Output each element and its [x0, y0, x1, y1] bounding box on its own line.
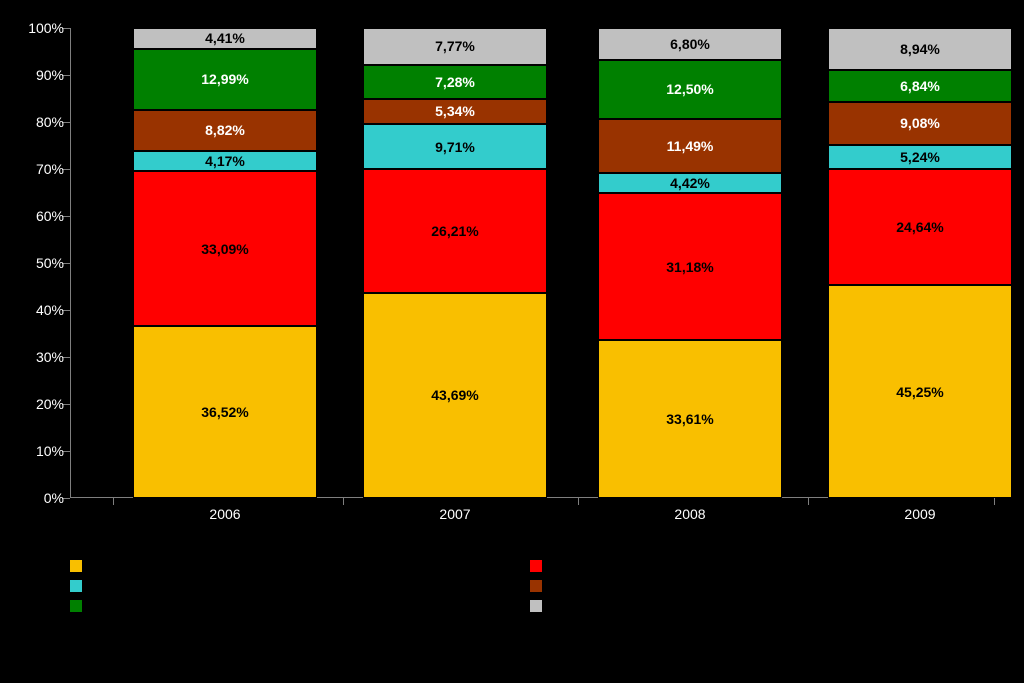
bar-segment-s4: 8,82%	[133, 110, 317, 151]
legend-item-s3	[70, 580, 490, 592]
legend	[70, 560, 994, 620]
y-tick-label: 10%	[36, 443, 64, 459]
bar-segment-s4: 5,34%	[363, 99, 547, 124]
bar-segment-label: 45,25%	[896, 384, 943, 400]
bar-segment-label: 4,42%	[670, 175, 710, 191]
bar-segment-label: 8,94%	[900, 41, 940, 57]
legend-swatch	[530, 600, 542, 612]
bar-segment-label: 31,18%	[666, 259, 713, 275]
bar-group: 4,41% 12,99% 8,82% 4,17% 33,09% 36,52%	[133, 28, 317, 498]
bar-group: 6,80% 12,50% 11,49% 4,42% 31,18% 33,61%	[598, 28, 782, 498]
x-category-label: 2009	[904, 506, 935, 522]
bar-segment-s1: 33,61%	[598, 340, 782, 498]
bar-segment-label: 7,77%	[435, 38, 475, 54]
x-tick	[343, 497, 344, 505]
x-tick	[578, 497, 579, 505]
bar-segment-s6: 4,41%	[133, 28, 317, 49]
bar-segment-s2: 33,09%	[133, 171, 317, 327]
legend-swatch	[530, 580, 542, 592]
bar-segment-s2: 24,64%	[828, 169, 1012, 285]
x-tick	[994, 497, 995, 505]
bar-segment-s4: 9,08%	[828, 102, 1012, 145]
y-tick-label: 100%	[28, 20, 64, 36]
bar-segment-label: 8,82%	[205, 122, 245, 138]
y-tick-label: 30%	[36, 349, 64, 365]
bar-segment-label: 4,41%	[205, 30, 245, 46]
legend-swatch	[530, 560, 542, 572]
bar-segment-label: 7,28%	[435, 74, 475, 90]
bar-segment-s5: 12,99%	[133, 49, 317, 110]
legend-item-s1	[70, 560, 490, 572]
bar-segment-s5: 7,28%	[363, 65, 547, 99]
bar-segment-s3: 5,24%	[828, 145, 1012, 170]
bar-segment-label: 36,52%	[201, 404, 248, 420]
legend-swatch	[70, 600, 82, 612]
bar-segment-s4: 11,49%	[598, 119, 782, 173]
bar-segment-s6: 7,77%	[363, 28, 547, 65]
bar-segment-s1: 43,69%	[363, 293, 547, 498]
bar-segment-label: 5,34%	[435, 103, 475, 119]
bar-group: 8,94% 6,84% 9,08% 5,24% 24,64% 45,25%	[828, 28, 1012, 498]
x-category-label: 2007	[439, 506, 470, 522]
bar-segment-s2: 26,21%	[363, 169, 547, 292]
bar-segment-label: 12,50%	[666, 81, 713, 97]
legend-item-s2	[530, 560, 950, 572]
x-tick	[808, 497, 809, 505]
x-category-label: 2008	[674, 506, 705, 522]
bar-segment-label: 6,80%	[670, 36, 710, 52]
bar-segment-s6: 6,80%	[598, 28, 782, 60]
bar-segment-label: 6,84%	[900, 78, 940, 94]
bar-segment-label: 11,49%	[667, 138, 714, 154]
bar-segment-label: 9,08%	[900, 115, 940, 131]
bar-segment-label: 26,21%	[431, 223, 478, 239]
x-tick	[113, 497, 114, 505]
bar-segment-label: 24,64%	[896, 219, 943, 235]
y-tick-label: 60%	[36, 208, 64, 224]
legend-item-s4	[530, 580, 950, 592]
legend-row	[70, 560, 994, 580]
y-tick-label: 70%	[36, 161, 64, 177]
bar-segment-label: 9,71%	[435, 139, 475, 155]
bar-segment-s5: 6,84%	[828, 70, 1012, 102]
bar-group: 7,77% 7,28% 5,34% 9,71% 26,21% 43,69%	[363, 28, 547, 498]
legend-item-s5	[70, 600, 490, 612]
bar-segment-label: 33,61%	[666, 411, 713, 427]
bar-segment-s5: 12,50%	[598, 60, 782, 119]
y-tick-label: 0%	[44, 490, 64, 506]
bar-segment-label: 12,99%	[201, 71, 248, 87]
bar-segment-s3: 9,71%	[363, 124, 547, 170]
y-tick-label: 80%	[36, 114, 64, 130]
bar-segment-s3: 4,42%	[598, 173, 782, 194]
y-tick-label: 90%	[36, 67, 64, 83]
bar-segment-s6: 8,94%	[828, 28, 1012, 70]
bar-segment-label: 33,09%	[201, 241, 248, 257]
y-tick-label: 20%	[36, 396, 64, 412]
bar-segment-s2: 31,18%	[598, 193, 782, 340]
bar-segment-s3: 4,17%	[133, 151, 317, 171]
x-category-label: 2006	[209, 506, 240, 522]
bar-segment-label: 4,17%	[205, 153, 245, 169]
legend-row	[70, 600, 994, 620]
y-tick-label: 50%	[36, 255, 64, 271]
bar-segment-s1: 45,25%	[828, 285, 1012, 498]
bar-segment-label: 43,69%	[431, 387, 478, 403]
y-tick-label: 40%	[36, 302, 64, 318]
legend-item-s6	[530, 600, 950, 612]
bar-segment-s1: 36,52%	[133, 326, 317, 498]
legend-swatch	[70, 580, 82, 592]
legend-row	[70, 580, 994, 600]
chart-plot-area: 4,41%12,99%8,82%4,17%33,09%36,52%7,77%7,…	[70, 28, 994, 498]
legend-swatch	[70, 560, 82, 572]
bar-segment-label: 5,24%	[900, 149, 940, 165]
